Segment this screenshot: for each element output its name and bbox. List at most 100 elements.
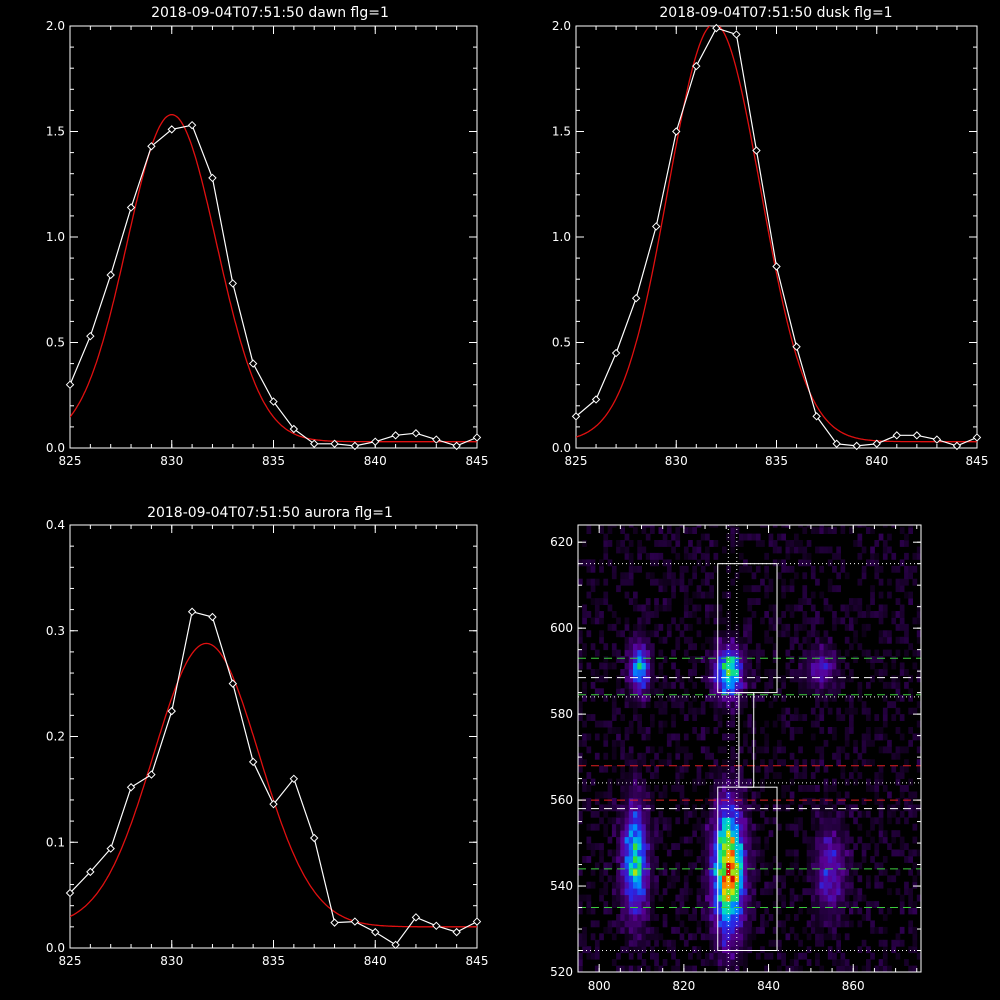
heatmap-cell [671,714,676,721]
heatmap-cell [654,862,659,870]
heatmap-cell [827,946,833,954]
heatmap-cell [738,810,744,818]
heatmap-cell [832,959,837,966]
heatmap-cell [764,817,769,825]
heatmap-cell [620,527,625,534]
heatmap-cell [853,965,858,972]
heatmap-cell [628,797,634,805]
heatmap-cell [594,810,600,818]
heatmap-cell [832,643,837,651]
heatmap-cell [722,669,727,676]
heatmap-cell [861,623,867,631]
heatmap-cell [899,907,905,915]
heatmap-cell [603,669,609,676]
heatmap-cell [823,598,829,605]
heatmap-cell [578,765,583,773]
heatmap-cell [726,791,731,799]
heatmap-cell [849,862,854,870]
heatmap-cell [628,552,634,560]
heatmap-cell [705,959,710,966]
heatmap-cell [781,694,786,702]
heatmap-cell [578,939,583,947]
heatmap-cell [815,810,820,818]
heatmap-cell [734,707,740,715]
heatmap-cell [789,868,795,876]
heatmap-cell [582,617,587,625]
heatmap-cell [836,649,841,657]
heatmap-cell [823,791,829,799]
heatmap-cell [810,875,816,883]
data-point [432,435,441,444]
heatmap-cell [785,720,791,728]
heatmap-cell [624,623,630,631]
heatmap-cell [624,669,630,676]
heatmap-cell [760,694,765,702]
heatmap-cell [675,552,681,560]
heatmap-cell [882,939,888,947]
heatmap-cell [853,636,858,644]
heatmap-cell [874,817,880,825]
heatmap-cell [705,533,710,541]
heatmap-cell [912,926,918,934]
heatmap-cell [675,907,681,915]
heatmap-cell [785,649,791,657]
heatmap-cell [823,630,829,638]
heatmap-cell [709,525,714,528]
data-point [65,380,75,389]
heatmap-cell [764,681,769,689]
x-tick-label: 825 [565,454,588,468]
heatmap-cell [760,823,765,831]
heatmap-cell [650,836,655,844]
heatmap-cell [599,933,604,941]
heatmap-cell [700,849,706,857]
heatmap-cell [641,810,647,818]
heatmap-cell [734,901,740,908]
heatmap-cell [819,875,825,883]
heatmap-cell [683,623,689,631]
heatmap-cell [827,694,833,702]
heatmap-cell [675,817,681,825]
heatmap-cell [722,591,727,599]
heatmap-cell [696,525,702,528]
heatmap-cell [730,733,736,741]
heatmap-cell [861,565,867,573]
heatmap-cell [637,823,642,831]
heatmap-cell [650,720,655,728]
data-point [391,431,400,440]
heatmap-cell [832,675,837,683]
heatmap-cell [650,901,655,908]
heatmap-cell [853,765,858,773]
heatmap-cell [730,875,736,883]
heatmap-cell [802,649,808,657]
heatmap-cell [819,759,825,767]
heatmap-cell [616,823,621,831]
heatmap-cell [675,868,681,876]
heatmap-cell [654,888,659,896]
heatmap-cell [789,675,795,683]
heatmap-cell [700,778,706,786]
heatmap-cell [760,759,765,767]
heatmap-cell [743,662,748,670]
heatmap-cell [823,823,829,831]
heatmap-cell [819,797,825,805]
heatmap-cell [658,669,664,676]
heatmap-cell [637,772,642,779]
heatmap-cell [764,739,769,747]
heatmap-cell [582,720,587,728]
heatmap-cell [633,881,638,889]
heatmap-cell [696,952,702,960]
heatmap-cell [705,888,710,896]
heatmap-cell [709,791,714,799]
heatmap-cell [586,952,592,960]
heatmap-cell [717,604,723,612]
heatmap-cell [878,591,884,599]
heatmap-cell [662,707,668,715]
heatmap-cell [912,617,918,625]
heatmap-cell [743,881,748,889]
heatmap-cell [861,701,867,709]
heatmap-cell [819,714,825,721]
heatmap-cell [671,843,676,850]
heatmap-cell [671,572,676,580]
heatmap-cell [844,791,850,799]
